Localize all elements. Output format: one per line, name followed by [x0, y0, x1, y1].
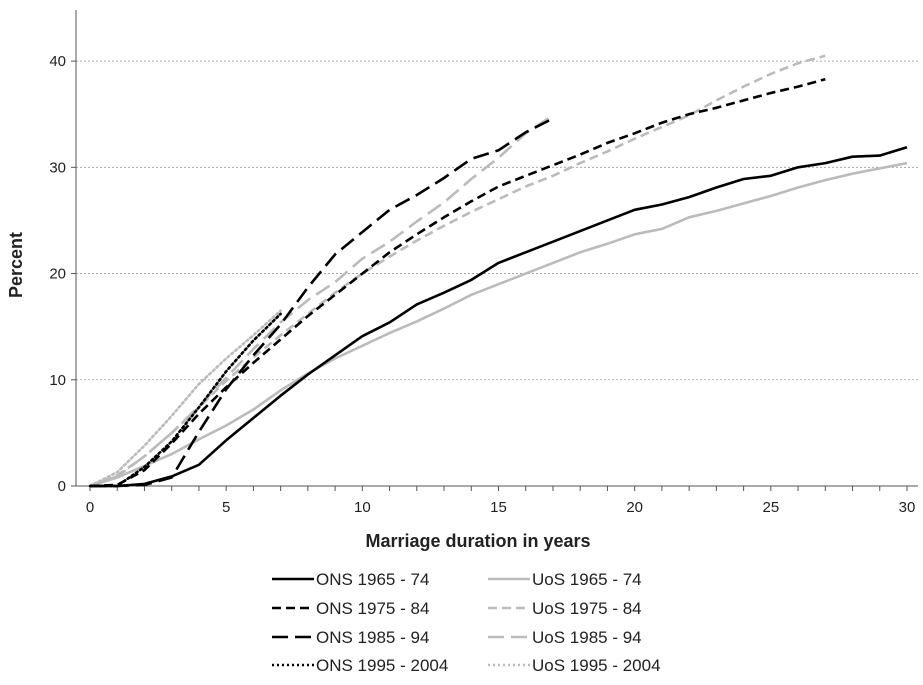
legend-label: UoS 1965 - 74 — [532, 570, 642, 589]
axes: 0 10 20 30 40 0 5 10 15 20 25 30 — [49, 10, 918, 516]
x-tick-label: 15 — [490, 499, 507, 516]
y-axis-title: Percent — [6, 232, 26, 298]
y-tick-label: 20 — [49, 266, 66, 283]
x-tick-label: 0 — [86, 499, 94, 516]
legend-label: UoS 1975 - 84 — [532, 599, 642, 618]
legend-label: ONS 1975 - 84 — [316, 599, 429, 618]
legend-label: ONS 1995 - 2004 — [316, 656, 448, 675]
legend-label: UoS 1985 - 94 — [532, 628, 642, 647]
x-tick-label: 30 — [899, 499, 916, 516]
series-line-ons-1965-74 — [90, 145, 908, 488]
y-tick-label: 40 — [49, 53, 66, 70]
y-tick-label: 0 — [58, 478, 66, 495]
series-line-ons-1975-84 — [89, 77, 826, 488]
y-tick-label: 10 — [49, 372, 66, 389]
x-tick-label: 20 — [626, 499, 643, 516]
x-tick-label: 25 — [762, 499, 779, 516]
series-line-uos-1995-2004 — [88, 309, 282, 488]
x-tick-label: 5 — [222, 499, 230, 516]
x-axis-title: Marriage duration in years — [365, 531, 590, 551]
series-line-ons-1985-94 — [90, 117, 554, 488]
gridlines — [76, 60, 918, 381]
legend-label: ONS 1985 - 94 — [316, 628, 429, 647]
series-lines — [88, 54, 908, 488]
legend-label: UoS 1995 - 2004 — [532, 656, 661, 675]
series-line-uos-1985-94 — [89, 114, 554, 488]
series-line-ons-1995-2004 — [88, 312, 282, 488]
x-tick-label: 10 — [354, 499, 371, 516]
y-tick-label: 30 — [49, 159, 66, 176]
series-line-uos-1965-74 — [89, 161, 908, 488]
legend-label: ONS 1965 - 74 — [316, 570, 429, 589]
series-line-uos-1975-84 — [89, 54, 826, 488]
legend: ONS 1965 - 74 ONS 1975 - 84 ONS 1985 - 94 O… — [272, 570, 661, 675]
